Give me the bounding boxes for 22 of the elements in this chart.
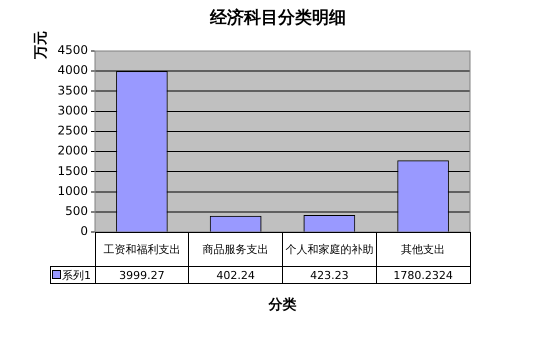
data-label: 402.24 bbox=[188, 266, 282, 284]
y-axis-title: 万元 bbox=[32, 30, 50, 62]
data-label: 423.23 bbox=[282, 266, 376, 284]
data-label: 1780.2324 bbox=[376, 266, 470, 284]
y-tick-label: 4500 bbox=[57, 43, 88, 58]
x-axis-title: 分类 bbox=[267, 296, 298, 314]
y-tick-label: 3500 bbox=[57, 83, 88, 98]
x-tick-label: 个人和家庭的补助 bbox=[282, 232, 376, 266]
y-tick-label: 500 bbox=[65, 204, 88, 218]
y-tick-label: 4000 bbox=[57, 63, 88, 78]
y-tick-label: 2000 bbox=[57, 144, 88, 158]
legend-label: 系列1 bbox=[50, 266, 95, 284]
y-tick-label: 1500 bbox=[57, 164, 88, 178]
data-label: 3999.27 bbox=[95, 266, 189, 284]
chart-title: 经济科目分类明细 bbox=[208, 7, 347, 29]
x-tick-label: 工资和福利支出 bbox=[95, 232, 189, 266]
y-tick-label: 2500 bbox=[57, 124, 88, 138]
x-tick-label: 其他支出 bbox=[376, 232, 470, 266]
y-tick-label: 0 bbox=[80, 224, 88, 238]
y-tick-label: 3000 bbox=[57, 103, 88, 118]
x-tick-label: 商品服务支出 bbox=[188, 232, 282, 266]
y-tick-label: 1000 bbox=[57, 184, 88, 198]
